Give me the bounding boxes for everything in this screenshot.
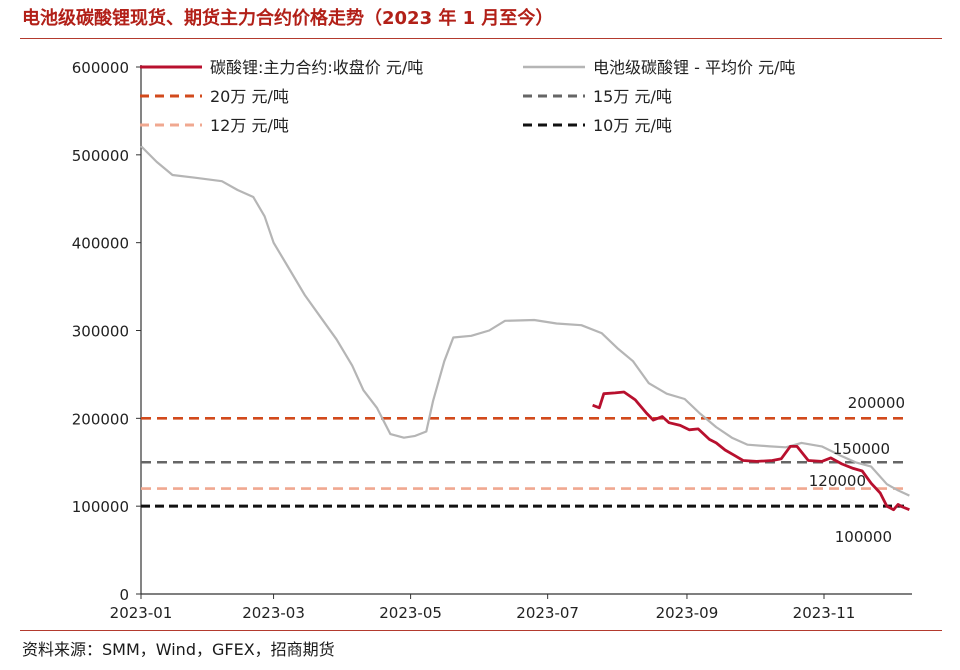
legend-label: 15万 元/吨	[593, 87, 672, 106]
legend-label: 10万 元/吨	[593, 116, 672, 135]
chart-title: 电池级碳酸锂现货、期货主力合约价格走势（2023 年 1 月至今）	[22, 8, 554, 29]
reference-label-100000: 100000	[835, 528, 892, 546]
reference-label-120000: 120000	[809, 472, 866, 490]
x-tick-label: 2023-03	[242, 604, 305, 622]
y-tick-label: 600000	[72, 59, 129, 77]
series-lines	[140, 145, 910, 512]
legend-label: 电池级碳酸锂 - 平均价 元/吨	[593, 58, 795, 77]
legend-100k: 10万 元/吨	[523, 116, 672, 135]
legend-futures: 碳酸锂:主力合约:收盘价 元/吨	[140, 58, 423, 77]
axes: 0 100000 200000 300000 400000 500000 600000 202…	[72, 59, 912, 622]
futures-price-line	[592, 390, 910, 512]
reference-label-150000: 150000	[833, 440, 890, 458]
legend-label: 12万 元/吨	[210, 116, 289, 135]
legend-120k: 12万 元/吨	[140, 116, 289, 135]
y-tick-label: 300000	[72, 323, 129, 341]
y-tick-label: 400000	[72, 235, 129, 253]
reference-label-200000: 200000	[848, 394, 905, 412]
legend: 碳酸锂:主力合约:收盘价 元/吨 电池级碳酸锂 - 平均价 元/吨 20万 元/吨 1…	[140, 58, 795, 135]
x-tick-label: 2023-07	[516, 604, 579, 622]
x-tick-label: 2023-05	[379, 604, 442, 622]
legend-150k: 15万 元/吨	[523, 87, 672, 106]
line-chart: 0 100000 200000 300000 400000 500000 600000 202…	[72, 58, 912, 622]
legend-label: 碳酸锂:主力合约:收盘价 元/吨	[210, 58, 423, 77]
spot-average-price-line	[140, 145, 910, 497]
title-divider	[20, 38, 942, 39]
legend-spot-average: 电池级碳酸锂 - 平均价 元/吨	[523, 58, 795, 77]
x-tick-label: 2023-01	[110, 604, 173, 622]
reference-lines	[141, 417, 904, 508]
x-tick-label: 2023-09	[656, 604, 719, 622]
y-tick-label: 500000	[72, 147, 129, 165]
legend-label: 20万 元/吨	[210, 87, 289, 106]
source-divider	[20, 630, 942, 631]
y-tick-label: 100000	[72, 498, 129, 516]
source-note: 资料来源：SMM，Wind，GFEX，招商期货	[22, 640, 335, 659]
y-tick-label: 0	[119, 586, 129, 604]
legend-200k: 20万 元/吨	[140, 87, 289, 106]
reference-labels: 200000 150000 120000 100000	[809, 394, 905, 546]
x-tick-label: 2023-11	[793, 604, 856, 622]
y-tick-label: 200000	[72, 410, 129, 428]
